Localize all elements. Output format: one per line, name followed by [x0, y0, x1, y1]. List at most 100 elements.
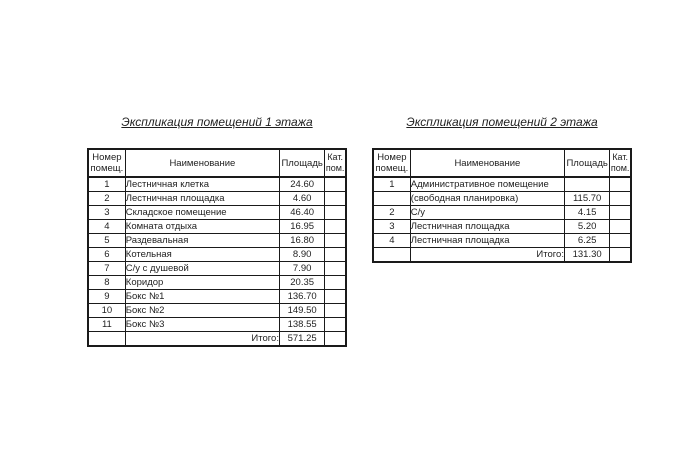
- cell-area-value: 24.60: [278, 176, 326, 192]
- cell-room-name: Складское помещение: [124, 205, 280, 220]
- cell-category: [324, 275, 347, 290]
- cell-area-value: 20.35: [278, 275, 326, 290]
- cell-area-value: [563, 176, 611, 192]
- cell-category: [324, 303, 347, 318]
- total-empty-category-cell: [324, 331, 347, 347]
- cell-room-name: Бокс №2: [124, 303, 280, 318]
- cell-room-name: Административное помещение: [409, 176, 565, 192]
- cell-room-number: 6: [87, 247, 126, 262]
- cell-room-number: 4: [87, 219, 126, 234]
- cell-room-number: 10: [87, 303, 126, 318]
- cell-area-value: 16.80: [278, 233, 326, 248]
- column-header-category: Кат. пом.: [609, 148, 632, 178]
- cell-room-name: Котельная: [124, 247, 280, 262]
- column-header-name: Наименование: [124, 148, 280, 178]
- cell-room-name: С/у: [409, 205, 565, 220]
- cell-area-value: 115.70: [563, 191, 611, 206]
- header-row: Номер помещ. Наименование Площадь Кат. п…: [87, 148, 347, 178]
- table-row: 2 Лестничная площадка 4.60: [87, 191, 347, 206]
- cell-category: [324, 317, 347, 332]
- total-area-value: 131.30: [563, 247, 611, 263]
- table-row: (свободная планировка) 115.70: [372, 191, 632, 206]
- table-row: 9 Бокс №1 136.70: [87, 289, 347, 304]
- cell-room-name: С/у с душевой: [124, 261, 280, 276]
- table-row: 8 Коридор 20.35: [87, 275, 347, 290]
- table-row: 10 Бокс №2 149.50: [87, 303, 347, 318]
- cell-room-number: 3: [87, 205, 126, 220]
- cell-area-value: 4.60: [278, 191, 326, 206]
- column-header-room-number-line2: помещ.: [375, 163, 409, 174]
- cell-category: [324, 289, 347, 304]
- cell-area-value: 46.40: [278, 205, 326, 220]
- table-row: 2 С/у 4.15: [372, 205, 632, 220]
- cell-category: [324, 176, 347, 192]
- cell-category: [324, 205, 347, 220]
- cell-room-name: Лестничная клетка: [124, 176, 280, 192]
- cell-room-number: [372, 191, 411, 206]
- cell-area-value: 136.70: [278, 289, 326, 304]
- column-header-room-number: Номер помещ.: [372, 148, 411, 178]
- explication-table-block-floor-2: Экспликация помещений 2 этажа Номер поме…: [372, 115, 632, 263]
- explication-table-floor-1: Номер помещ. Наименование Площадь Кат. п…: [87, 148, 347, 347]
- explication-table-floor-2: Номер помещ. Наименование Площадь Кат. п…: [372, 148, 632, 263]
- cell-category: [609, 176, 632, 192]
- cell-room-number: 3: [372, 219, 411, 234]
- cell-room-name: Лестничная площадка: [124, 191, 280, 206]
- table-row: 6 Котельная 8.90: [87, 247, 347, 262]
- column-header-room-number-line2: помещ.: [90, 163, 124, 174]
- column-header-category: Кат. пом.: [324, 148, 347, 178]
- column-header-category-line2: пом.: [325, 163, 345, 173]
- table-row: 1 Административное помещение: [372, 176, 632, 192]
- table-row: 11 Бокс №3 138.55: [87, 317, 347, 332]
- cell-room-number: 2: [87, 191, 126, 206]
- total-label: Итого:: [409, 247, 565, 263]
- column-header-room-number-line1: Номер: [377, 152, 407, 163]
- cell-room-number: 11: [87, 317, 126, 332]
- total-row: Итого: 571.25: [87, 331, 347, 347]
- cell-category: [609, 233, 632, 248]
- cell-area-value: 6.25: [563, 233, 611, 248]
- cell-room-number: 2: [372, 205, 411, 220]
- column-header-area: Площадь: [563, 148, 611, 178]
- cell-room-name: Бокс №1: [124, 289, 280, 304]
- cell-room-name: Раздевальная: [124, 233, 280, 248]
- cell-room-number: 5: [87, 233, 126, 248]
- header-row: Номер помещ. Наименование Площадь Кат. п…: [372, 148, 632, 178]
- total-label: Итого:: [124, 331, 280, 347]
- cell-area-value: 149.50: [278, 303, 326, 318]
- total-empty-category-cell: [609, 247, 632, 263]
- cell-area-value: 8.90: [278, 247, 326, 262]
- cell-room-name: Лестничная площадка: [409, 219, 565, 234]
- table-title-floor-1: Экспликация помещений 1 этажа: [121, 115, 313, 129]
- explication-table-block-floor-1: Экспликация помещений 1 этажа Номер поме…: [87, 115, 347, 347]
- total-row: Итого: 131.30: [372, 247, 632, 263]
- cell-room-number: 1: [372, 176, 411, 192]
- cell-category: [324, 219, 347, 234]
- total-area-value: 571.25: [278, 331, 326, 347]
- cell-area-value: 4.15: [563, 205, 611, 220]
- column-header-category-line2: пом.: [610, 163, 630, 173]
- table-row: 5 Раздевальная 16.80: [87, 233, 347, 248]
- table-title-floor-2: Экспликация помещений 2 этажа: [406, 115, 598, 129]
- cell-category: [324, 247, 347, 262]
- table-row: 1 Лестничная клетка 24.60: [87, 176, 347, 192]
- cell-room-number: 7: [87, 261, 126, 276]
- cell-room-name: Бокс №3: [124, 317, 280, 332]
- column-header-room-number: Номер помещ.: [87, 148, 126, 178]
- cell-room-number: 4: [372, 233, 411, 248]
- cell-room-name: (свободная планировка): [409, 191, 565, 206]
- cell-room-number: 1: [87, 176, 126, 192]
- column-header-category-line1: Кат.: [327, 152, 343, 162]
- cell-area-value: 5.20: [563, 219, 611, 234]
- column-header-area: Площадь: [278, 148, 326, 178]
- total-empty-number-cell: [87, 331, 126, 347]
- table-row: 3 Лестничная площадка 5.20: [372, 219, 632, 234]
- cell-category: [609, 191, 632, 206]
- cell-category: [324, 261, 347, 276]
- column-header-name: Наименование: [409, 148, 565, 178]
- cell-area-value: 138.55: [278, 317, 326, 332]
- column-header-room-number-line1: Номер: [92, 152, 122, 163]
- cell-category: [609, 219, 632, 234]
- cell-area-value: 16.95: [278, 219, 326, 234]
- cell-room-name: Лестничная площадка: [409, 233, 565, 248]
